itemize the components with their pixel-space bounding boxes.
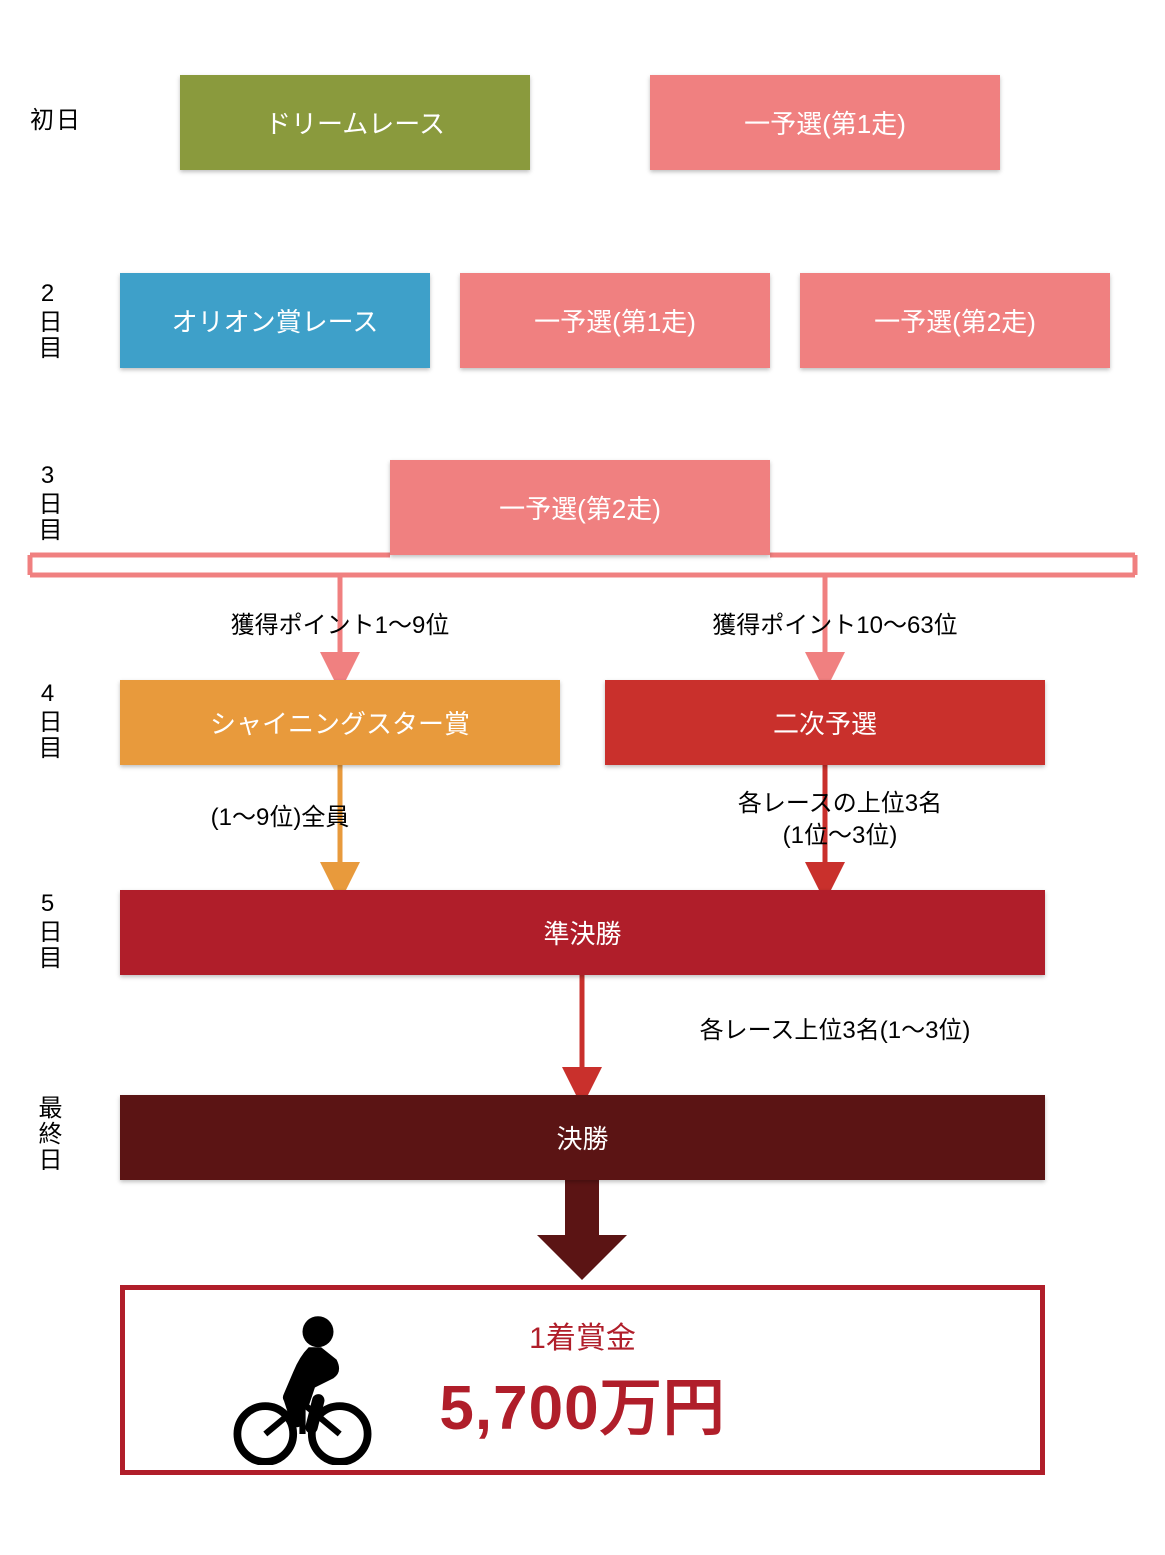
prize-amount: 5,700万円: [439, 1357, 725, 1447]
day-label-d6: 最終日: [30, 1095, 65, 1173]
cyclist-icon: [225, 1310, 380, 1465]
stage-box-shining: シャイニングスター賞: [120, 680, 560, 765]
stage-box-second: 二次予選: [605, 680, 1045, 765]
stage-box-orion: オリオン賞レース: [120, 273, 430, 368]
stage-box-pre2b: 一予選(第2走): [390, 460, 770, 555]
day-label-d2: 2日目: [30, 280, 65, 361]
edge-label-el2: 獲得ポイント10〜63位: [625, 610, 1045, 642]
stage-box-pre2a: 一予選(第2走): [800, 273, 1110, 368]
stage-box-semi: 準決勝: [120, 890, 1045, 975]
day-label-d1: 初日: [30, 100, 82, 135]
stage-box-final: 決勝: [120, 1095, 1045, 1180]
day-label-d4: 4日目: [30, 680, 65, 761]
day-label-d5: 5日目: [30, 890, 65, 971]
edge-label-el3: (1〜9位)全員: [130, 802, 430, 834]
stage-box-pre1a: 一予選(第1走): [650, 75, 1000, 170]
prize-label: 1着賞金: [439, 1313, 725, 1357]
stage-box-dream: ドリームレース: [180, 75, 530, 170]
edge-label-el1: 獲得ポイント1〜9位: [130, 610, 550, 642]
diagram-canvas: ドリームレース一予選(第1走)オリオン賞レース一予選(第1走)一予選(第2走)一…: [0, 0, 1165, 1555]
edge-label-el5: 各レース上位3名(1〜3位): [610, 1015, 1060, 1047]
day-label-d3: 3日目: [30, 462, 65, 543]
edge-label-el4: 各レースの上位3名(1位〜3位): [640, 788, 1040, 853]
stage-box-pre1b: 一予選(第1走): [460, 273, 770, 368]
